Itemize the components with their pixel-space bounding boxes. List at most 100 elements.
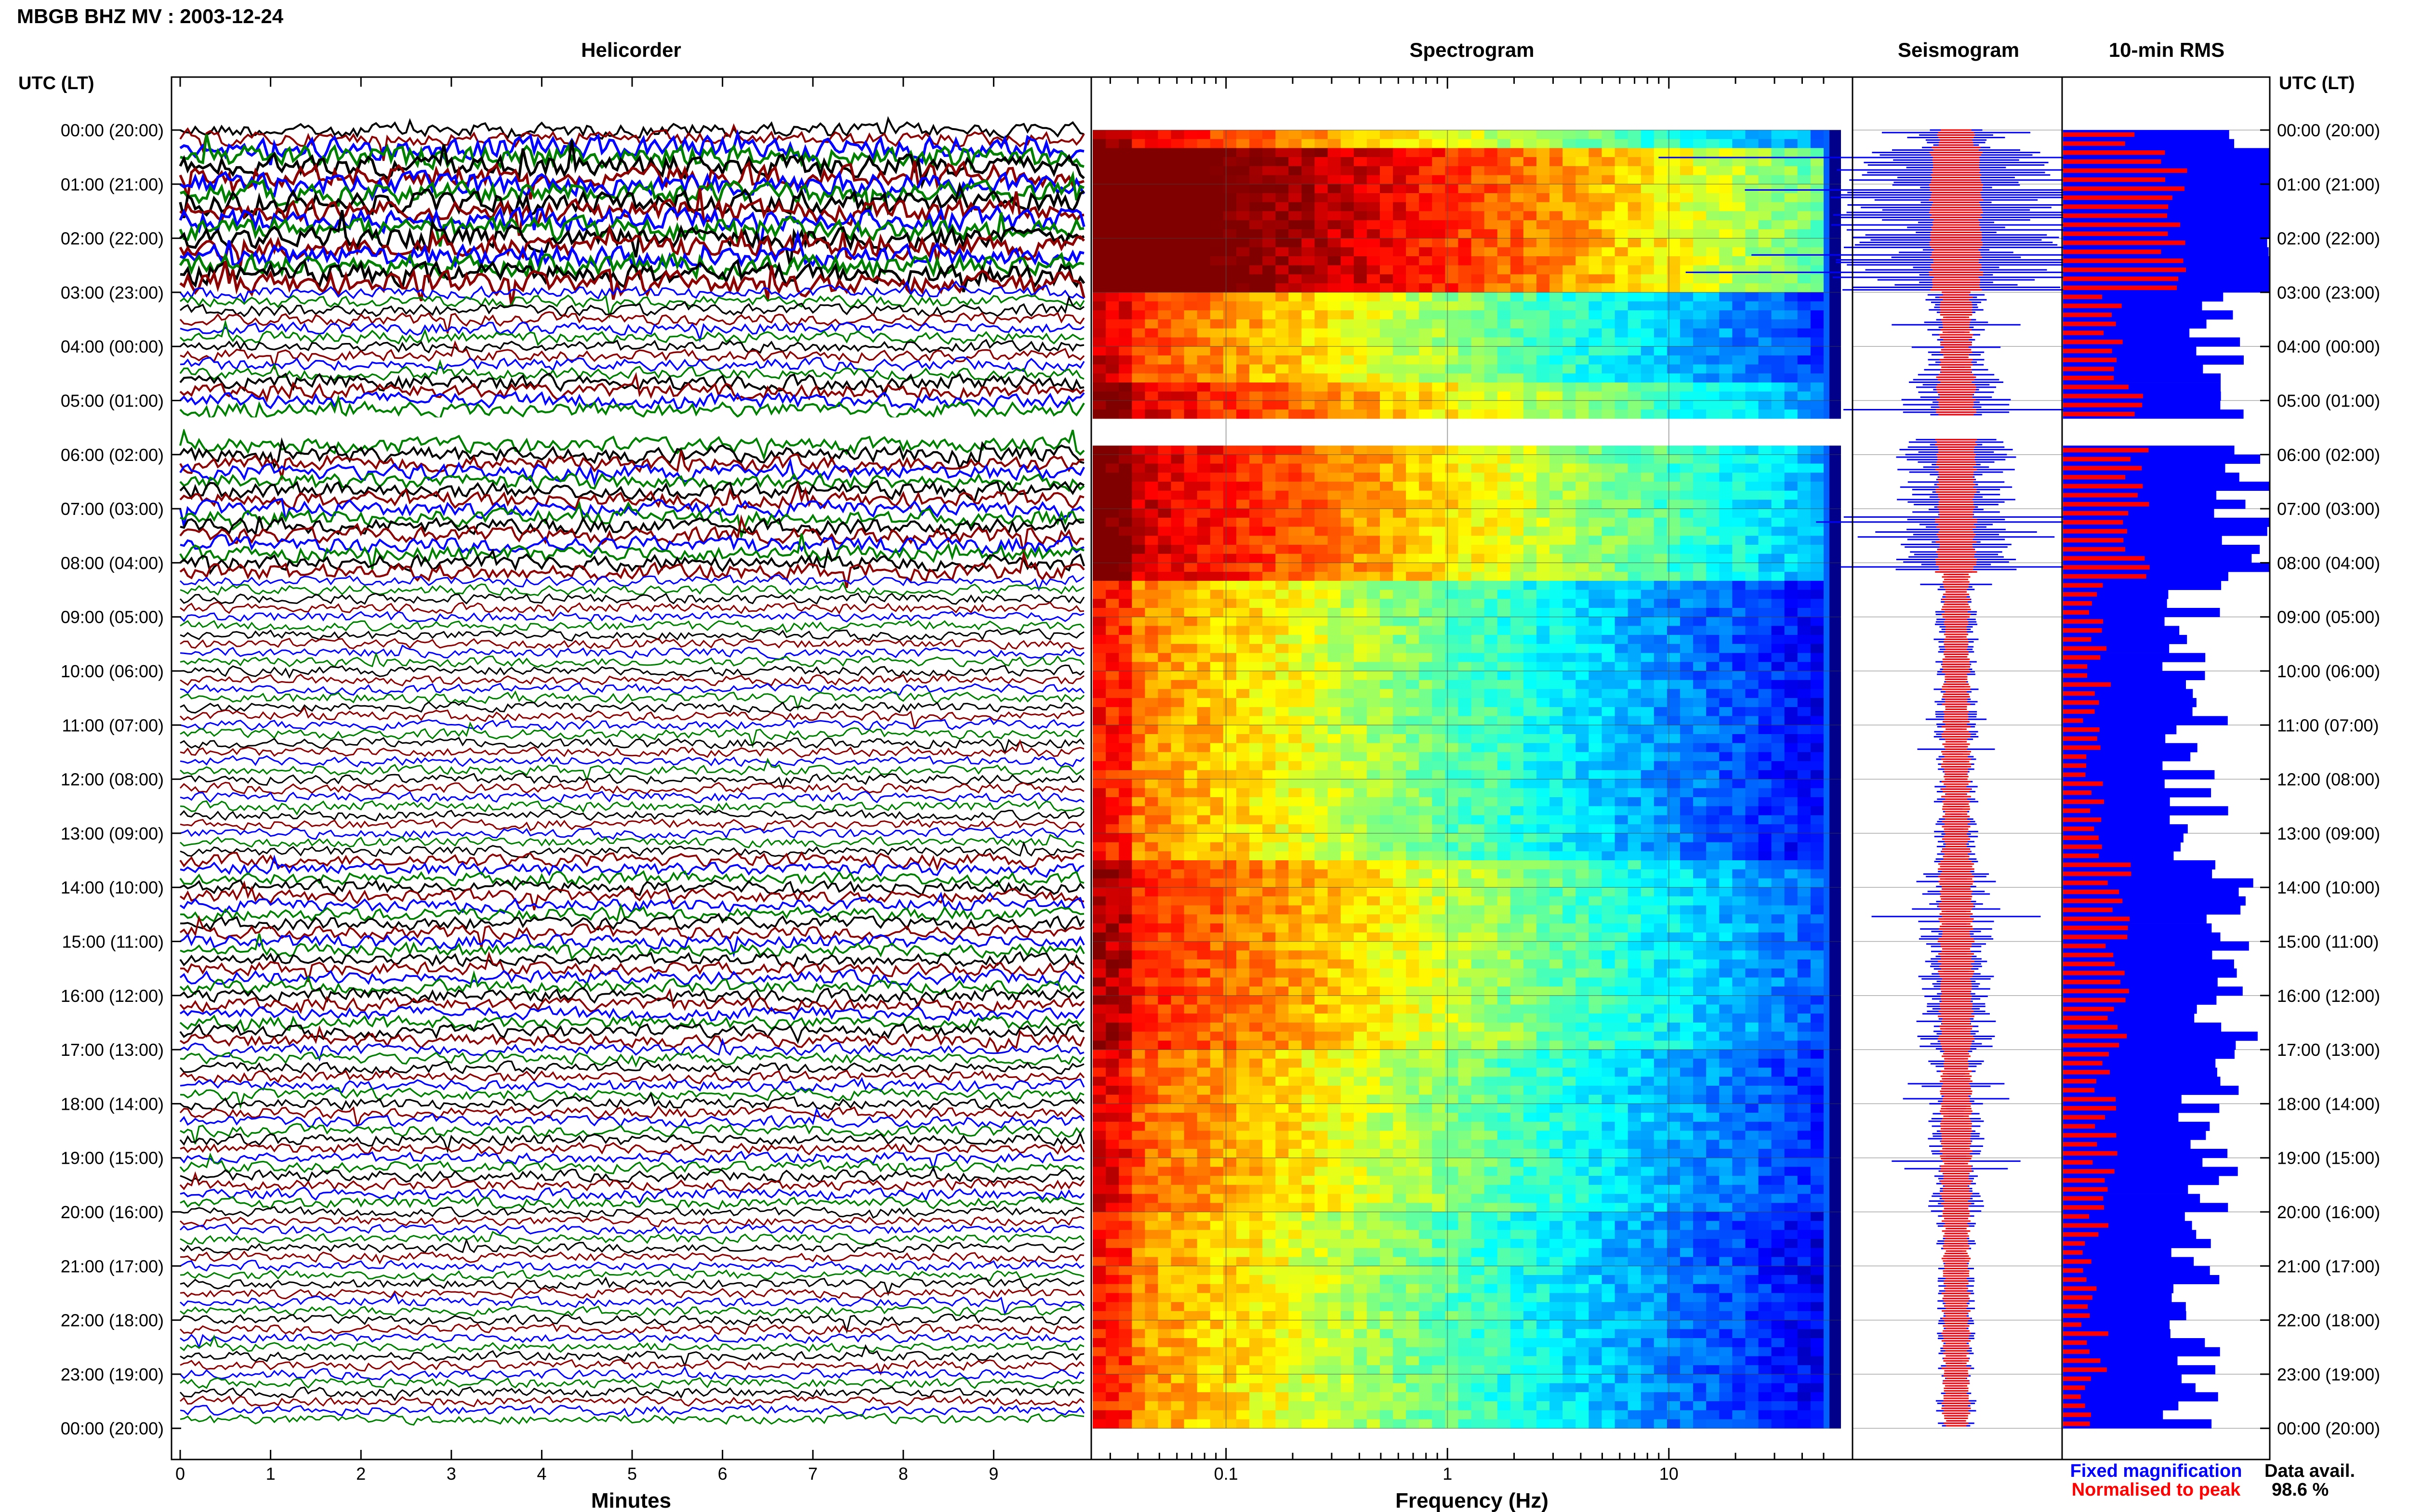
helicorder-trace — [179, 1092, 1085, 1111]
rms-bar-normalised — [2063, 844, 2102, 849]
hour-label: 12:00 (08:00) — [61, 770, 164, 789]
rms-bar-normalised — [2063, 619, 2103, 624]
rms-bar-normalised — [2063, 250, 2161, 254]
rms-bar-normalised — [2063, 565, 2150, 570]
rms-bar-normalised — [2063, 1223, 2108, 1228]
rms-bar-normalised — [2063, 394, 2143, 398]
rms-bar-normalised — [2063, 1187, 2108, 1192]
rms-bar-normalised — [2063, 610, 2089, 615]
hour-label: 05:00 (01:00) — [2277, 391, 2380, 411]
helicorder-trace — [179, 1313, 1085, 1334]
rms-bar-normalised — [2063, 898, 2123, 903]
rms-bar-normalised — [2063, 907, 2113, 912]
helicorder-trace — [179, 160, 1085, 200]
rms-bar-normalised — [2063, 285, 2177, 290]
rms-bar-fixed — [2063, 770, 2215, 779]
helicorder-trace — [179, 880, 1085, 911]
helicorder-trace — [180, 827, 1085, 840]
data-avail-value: 98.6 % — [2272, 1480, 2329, 1500]
helicorder-trace — [179, 1060, 1085, 1075]
rms-bar-normalised — [2063, 411, 2135, 417]
rms-bar-normalised — [2063, 1106, 2116, 1111]
rms-bar-normalised — [2063, 150, 2165, 155]
rms-bar-normalised — [2063, 889, 2119, 894]
rms-bar-normalised — [2063, 1169, 2115, 1174]
helicorder-trace — [179, 319, 1085, 347]
rms-bar-normalised — [2063, 1061, 2103, 1065]
rms-bar-normalised — [2063, 520, 2123, 525]
rms-bar-normalised — [2063, 637, 2091, 642]
rms-bar-fixed — [2063, 1419, 2212, 1429]
helicorder-trace — [179, 1107, 1085, 1129]
x-tick-label: 0.1 — [1214, 1464, 1238, 1484]
hour-label: 18:00 (14:00) — [61, 1094, 164, 1114]
helicorder-trace — [180, 1206, 1085, 1219]
rms-bar-normalised — [2063, 159, 2161, 164]
rms-bar-normalised — [2063, 303, 2122, 308]
helicorder-trace — [180, 628, 1085, 642]
rms-bar-normalised — [2063, 348, 2112, 354]
helicorder-trace — [179, 339, 1085, 354]
hour-label: 22:00 (18:00) — [61, 1311, 164, 1330]
hour-label: 14:00 (10:00) — [61, 878, 164, 897]
rms-bar-normalised — [2063, 1286, 2097, 1291]
rms-bar-normalised — [2063, 1394, 2081, 1399]
rms-bar-normalised — [2063, 862, 2131, 868]
rms-bar-normalised — [2063, 881, 2108, 885]
rms-bar-normalised — [2063, 1214, 2089, 1219]
rms-bar-fixed — [2063, 635, 2187, 644]
hour-label: 18:00 (14:00) — [2277, 1094, 2380, 1114]
rms-bar-normalised — [2063, 222, 2180, 227]
helicorder-trace — [180, 1303, 1085, 1317]
rms-bar-normalised — [2063, 1412, 2091, 1417]
hour-label: 08:00 (04:00) — [2277, 553, 2380, 573]
rms-bar-normalised — [2063, 709, 2095, 714]
helicorder-trace — [180, 1334, 1085, 1354]
rms-bar-normalised — [2063, 854, 2099, 858]
rms-bar-normalised — [2063, 1025, 2118, 1029]
helicorder-trace — [179, 498, 1085, 526]
rms-bar-fixed — [2063, 1302, 2186, 1312]
helicorder-trace — [180, 1123, 1085, 1144]
rms-bar-normalised — [2063, 240, 2185, 245]
hour-label: 21:00 (17:00) — [2277, 1256, 2380, 1276]
helicorder-trace — [180, 673, 1085, 686]
helicorder-trace — [180, 818, 1085, 831]
hour-label: 23:00 (19:00) — [61, 1365, 164, 1384]
rms-bar-normalised — [2063, 1151, 2118, 1156]
hour-label: 16:00 (12:00) — [61, 986, 164, 1006]
helicorder-trace — [179, 1171, 1085, 1192]
rms-bar-fixed — [2063, 1320, 2170, 1329]
spectrogram-panel — [1093, 130, 1841, 1429]
rms-bar-normalised — [2063, 529, 2127, 534]
helicorder-trace — [180, 739, 1085, 758]
rms-bar-normalised — [2063, 700, 2099, 705]
helicorder-trace — [180, 933, 1085, 958]
helicorder-trace — [180, 637, 1085, 650]
helicorder-trace — [179, 968, 1085, 986]
hour-label: 00:00 (20:00) — [2277, 1419, 2380, 1438]
helicorder-trace — [180, 516, 1085, 537]
x-tick-label: 3 — [447, 1464, 456, 1484]
rms-bar-normalised — [2063, 484, 2143, 488]
rms-panel — [2062, 130, 2270, 1429]
hour-label: 15:00 (11:00) — [62, 932, 164, 952]
hour-label: 17:00 (13:00) — [61, 1040, 164, 1060]
hour-label: 19:00 (15:00) — [61, 1148, 164, 1168]
helicorder-trace — [179, 1023, 1085, 1044]
helicorder-trace — [179, 1025, 1085, 1054]
rms-bar-normalised — [2063, 1241, 2085, 1246]
helicorder-trace — [179, 450, 1085, 481]
helicorder-trace — [179, 1014, 1085, 1032]
x-tick-label: 1 — [1443, 1464, 1452, 1484]
helicorder-trace — [180, 1395, 1085, 1407]
rms-bar-normalised — [2063, 727, 2100, 732]
rms-bar-normalised — [2063, 547, 2125, 552]
rms-bar-normalised — [2063, 944, 2106, 948]
rms-bar-normalised — [2063, 340, 2123, 344]
helicorder-trace — [180, 620, 1085, 633]
helicorder-trace — [179, 480, 1085, 502]
helicorder-trace — [179, 833, 1085, 849]
rms-bar-fixed — [2063, 761, 2163, 771]
helicorder-trace — [179, 182, 1085, 220]
